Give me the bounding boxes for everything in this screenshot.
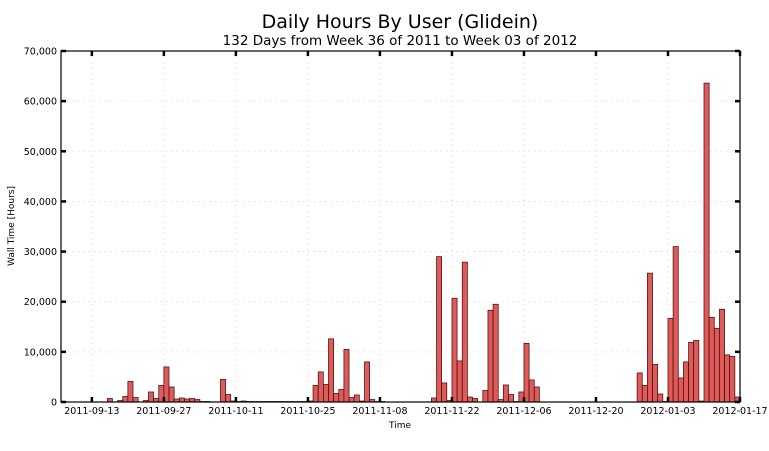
bar [688,341,695,403]
bar [168,386,175,403]
y-axis-label: Wall Time [Hours] [7,186,17,266]
bar [348,397,355,403]
bar [528,379,535,403]
bar [122,396,129,403]
bar [220,379,226,403]
bar [713,327,720,403]
bar [641,385,648,403]
bar [657,393,664,403]
bar [328,338,334,403]
bar [492,303,499,403]
bar [523,342,530,403]
x-tick-label: 2011-11-22 [424,406,479,417]
bar [636,372,643,403]
bar [508,394,515,403]
y-tick-label: 20,000 [24,297,57,308]
bar [456,360,463,403]
bar [163,366,170,403]
chart-title: Daily Hours By User (Glidein) [262,11,539,33]
y-tick-label: 10,000 [24,347,57,358]
bar [724,354,731,403]
x-tick-label: 2012-01-17 [712,406,767,417]
bar [677,377,684,403]
bar [127,381,134,403]
bar [343,349,350,403]
bar [312,385,319,403]
bar [225,394,232,403]
bar [436,256,443,403]
bars [106,82,741,403]
bar [652,364,659,403]
bar [338,389,345,403]
y-tick-label: 30,000 [24,247,57,258]
chart-subtitle: 132 Days from Week 36 of 2011 to Week 03… [223,33,578,49]
x-tick-label: 2011-12-06 [496,406,551,417]
axis-ticks [61,49,742,404]
bar [431,397,437,403]
x-tick-label: 2011-11-08 [352,406,407,417]
y-tick-label: 70,000 [24,47,57,58]
x-tick-label: 2011-10-11 [208,406,263,417]
x-tick-label: 2011-09-13 [64,406,119,417]
y-tick-label: 50,000 [24,147,57,158]
bar [333,393,340,403]
grid-lines [61,51,740,402]
bar [441,382,448,403]
bar [148,391,154,403]
bar [461,261,468,403]
y-tick-label: 60,000 [24,97,57,108]
bar [708,316,715,403]
bar [353,394,360,403]
bar [667,317,674,403]
y-tick-label: 0 [51,398,57,409]
bar [647,272,653,403]
bar [178,397,185,403]
bar [487,309,494,403]
bar [683,361,689,403]
bar [672,246,679,403]
bar [317,371,324,403]
bar [693,339,700,403]
bar [503,384,509,403]
bar [703,82,710,403]
x-axis-label: Time [388,421,411,431]
bar [451,297,458,403]
x-tick-label: 2011-12-20 [568,406,623,417]
bar [322,384,329,403]
x-tick-label: 2011-10-25 [280,406,335,417]
bar [729,356,736,403]
bar [132,397,139,403]
x-tick-label: 2012-01-03 [640,406,695,417]
y-tick-label: 40,000 [24,197,57,208]
bar [719,308,725,403]
bar [467,396,473,403]
plot-frame [60,50,741,403]
bar [364,361,370,403]
bar [482,390,489,403]
bar [533,386,540,403]
x-tick-label: 2011-09-27 [136,406,191,417]
